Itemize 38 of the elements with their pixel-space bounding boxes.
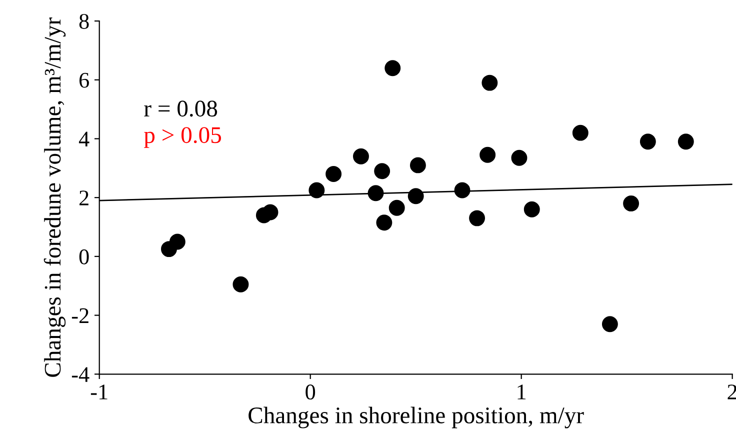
annotation: r = 0.08 [144,100,218,117]
point [384,60,401,76]
y-tick-label: 8 [79,14,89,29]
point [511,150,528,166]
point [454,182,470,198]
point [374,163,390,180]
point [640,134,656,150]
y-tick-label: 4 [78,132,90,146]
point [410,157,426,174]
point [408,188,424,204]
point [169,234,186,250]
point [368,185,384,202]
y-axis-title: Changes in foredune volume, m³/m/yr [44,18,66,377]
point [232,276,249,292]
point [308,182,325,198]
point [326,166,342,182]
point [262,204,278,220]
point [602,316,618,332]
y-tick-label: 6 [79,72,89,88]
x-tick-label: 0 [306,384,316,400]
y-tick-label: -4 [72,367,90,382]
point [623,195,640,212]
point [353,148,369,164]
x-axis-title: Changes in shoreline position, m/yr [248,406,584,428]
y-tick-label: 2 [80,190,88,206]
point [482,74,498,91]
point [678,134,694,150]
x-tick-label: 1 [518,384,526,400]
point [572,124,588,141]
annotation: p > 0.05 [144,127,221,148]
point [524,201,540,218]
y-tick-label: -2 [72,308,88,323]
y-tick-label: 0 [79,249,89,264]
point [480,146,496,163]
point [388,200,405,216]
point [469,210,486,226]
x-tick-label: -1 [90,384,108,400]
point [376,214,392,231]
